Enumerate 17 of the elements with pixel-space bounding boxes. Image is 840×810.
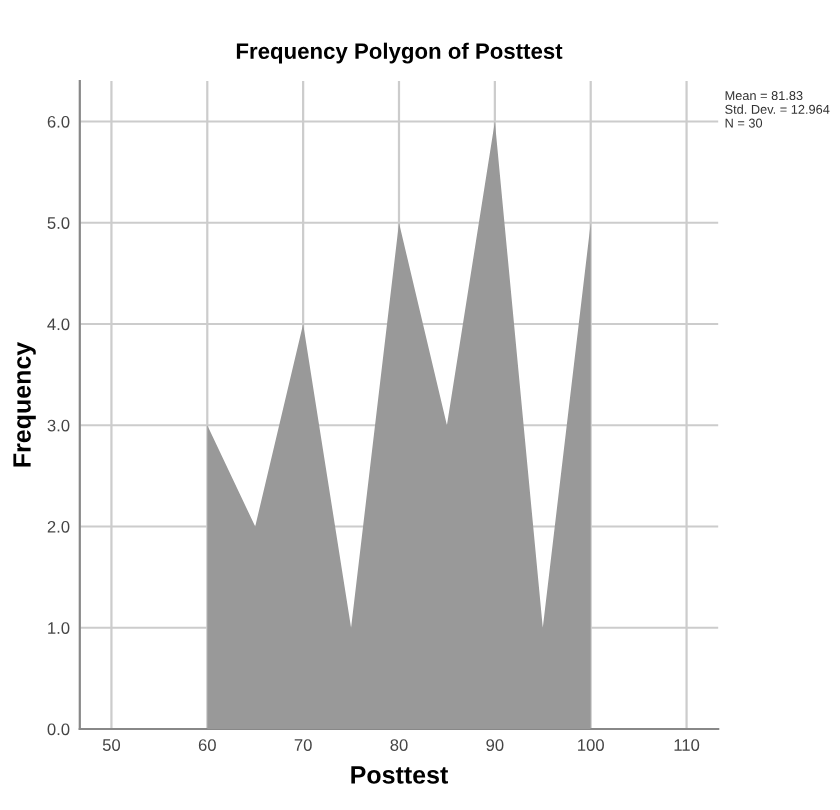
x-tick-label: 90: [486, 739, 504, 751]
y-tick-label: 0.0: [47, 723, 70, 736]
y-tick-label: 3.0: [47, 419, 70, 432]
x-tick-label: 100: [578, 739, 604, 751]
chart-title: Frequency Polygon of Posttest: [236, 42, 563, 64]
y-tick-label: 6.0: [47, 115, 70, 128]
x-tick-label: 110: [674, 739, 700, 751]
x-tick-label: 80: [390, 739, 408, 751]
y-tick-label: 2.0: [47, 520, 70, 533]
x-axis-title: Posttest: [351, 766, 449, 784]
y-tick-label: 4.0: [47, 318, 70, 331]
x-tick-label: 60: [198, 739, 216, 751]
y-tick-label: 5.0: [47, 217, 70, 229]
x-tick-label: 70: [294, 739, 312, 751]
y-tick-label: 1.0: [48, 622, 70, 634]
y-axis-title: Frequency: [13, 341, 36, 467]
x-tick-label: 50: [102, 739, 121, 751]
